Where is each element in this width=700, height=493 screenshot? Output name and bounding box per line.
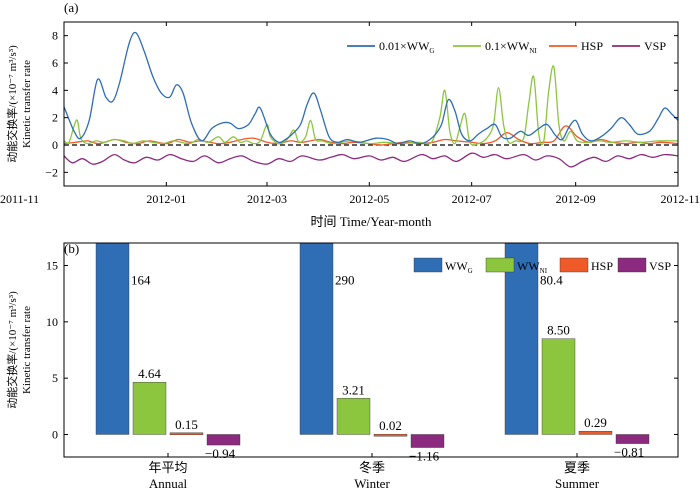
legend-label-blue: 0.01×WWG [379,39,434,55]
category-label-en-2: Summer [555,476,600,491]
category-label-en-0: Annual [149,476,188,491]
panel-b-bar-chart: (b) 164 4.64 0.15 −0.94 290 3.21 0.02 −1.16 80.4… [5,241,679,491]
bar-value-label-blue-1: 290 [335,273,355,288]
bar-value-label-green-0: 4.64 [138,366,161,381]
legend-swatch-b-blue [413,257,443,273]
y-tick-label-a: −2 [45,165,58,179]
bar-purple-1 [410,434,445,448]
panel-a-legend: 0.01×WWG 0.1×WWNI HSP VSP [347,39,666,55]
series-line-blue [64,31,678,145]
x-tick-label-a: 2012-09 [556,192,596,206]
bar-green-1 [336,398,371,435]
y-tick-label-a: 0 [52,138,58,152]
bar-purple-0 [206,434,241,446]
panel-a-label: (a) [64,0,78,15]
legend-label-b-blue: WWG [445,259,473,275]
legend-swatch-b-purple [617,257,647,273]
bar-blue-2 [504,242,539,435]
y-tick-label-a: 8 [52,29,58,43]
bar-orange-1 [373,434,408,437]
legend-swatch-b-orange [559,257,589,273]
x-tick-label-a: 2012-11 [660,192,700,206]
bar-value-label-orange-1: 0.02 [379,418,402,433]
panel-b-bars-group: 164 4.64 0.15 −0.94 290 3.21 0.02 −1.16 80.4 8.50… [95,242,650,464]
bar-blue-1 [299,242,334,435]
y-tick-label-a: 4 [52,83,58,97]
panel-b-frame [63,242,679,458]
legend-label-b-green: WWNI [517,259,548,275]
panel-b-legend: WWG WWNI HSP VSP [413,257,671,275]
category-label-cn-0: 年平均 [148,460,187,475]
panel-a-time-series: (a) −2 0 2 4 6 8 2011-11 2012-01 2012-03 2012-05 2… [0,0,700,229]
bar-green-0 [132,382,167,435]
y-tick-label-a: 6 [52,56,58,70]
x-tick-label-a: 2012-01 [146,192,186,206]
y-tick-label-b: 0 [52,427,58,441]
bar-green-2 [541,338,576,435]
bar-value-label-purple-1: −1.16 [409,449,440,464]
y-tick-label-b: 15 [46,259,58,273]
category-label-en-1: Winter [354,476,390,491]
panel-a-ylabel-cn: 动能交换率/(×10⁻⁷ m³/s³) [5,45,19,163]
panel-b-ylabel-en: Kinetic transfer rate [21,306,33,394]
series-line-purple [64,152,678,168]
y-tick-label-a: 2 [52,111,58,125]
bar-value-label-green-2: 8.50 [547,323,570,338]
panel-a-axes: −2 0 2 4 6 8 2011-11 2012-01 2012-03 2012-05 2012-… [0,22,700,206]
bar-orange-2 [578,431,613,435]
bar-value-label-blue-0: 164 [131,273,151,288]
bar-value-label-orange-0: 0.15 [175,417,198,432]
legend-label-purple: VSP [644,39,666,53]
bar-orange-0 [169,432,204,435]
x-tick-label-a: 2011-11 [0,192,39,206]
panel-a-series-group [64,31,678,168]
legend-swatch-b-green [485,257,515,273]
y-tick-label-b: 5 [52,371,58,385]
x-tick-label-a: 2012-05 [349,192,389,206]
series-line-green [64,65,678,146]
x-tick-label-a: 2012-07 [452,192,492,206]
panel-b-ylabel-cn: 动能交换率/(×10⁻⁷ m³/s³) [5,291,19,409]
panel-a-xlabel: 时间 Time/Year-month [310,214,432,229]
category-label-cn-1: 冬季 [359,460,385,475]
bar-value-label-purple-2: −0.81 [614,445,644,460]
panel-b-label: (b) [64,241,79,256]
bar-value-label-purple-0: −0.94 [205,446,236,461]
legend-label-b-purple: VSP [649,259,671,273]
bar-purple-2 [615,434,650,444]
legend-label-b-orange: HSP [591,259,613,273]
category-label-cn-2: 夏季 [564,460,590,475]
legend-label-orange: HSP [581,39,603,53]
bar-value-label-orange-2: 0.29 [584,415,607,430]
legend-label-green: 0.1×WWNI [485,39,537,55]
panel-a-ylabel-en: Kinetic transfer rate [21,60,33,148]
bar-blue-0 [95,242,130,435]
y-tick-label-b: 10 [46,315,58,329]
panel-a-frame [63,21,679,187]
x-tick-label-a: 2012-03 [247,192,287,206]
bar-value-label-blue-2: 80.4 [540,273,563,288]
bar-value-label-green-1: 3.21 [342,382,365,397]
series-line-orange [64,125,678,146]
